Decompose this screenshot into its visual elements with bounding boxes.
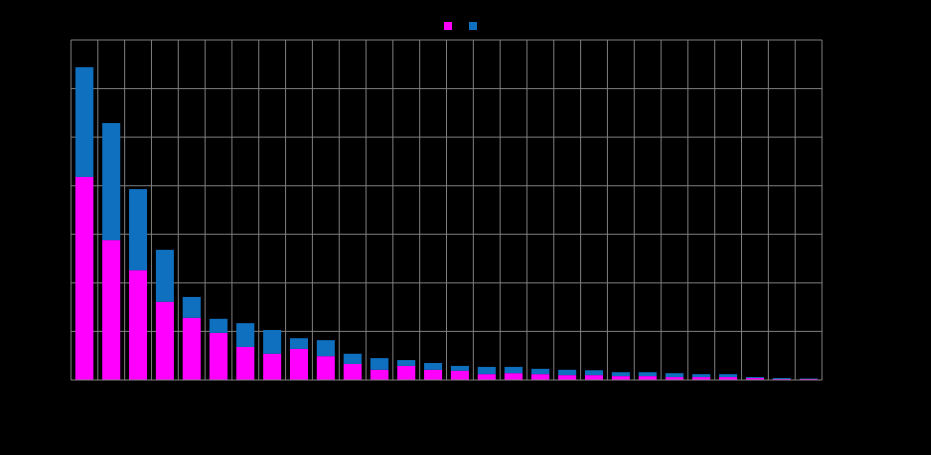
bar-segment — [343, 363, 362, 380]
bar-segment — [745, 377, 764, 379]
bar-segment — [531, 374, 550, 380]
bar-segment — [477, 366, 496, 375]
bar-segment — [665, 377, 684, 380]
bar-segment — [477, 374, 496, 380]
bar-segment — [692, 377, 711, 380]
bar-segment — [585, 370, 604, 376]
bar-segment — [370, 358, 389, 370]
bar-segment — [263, 329, 282, 354]
bar-segment — [75, 176, 94, 380]
bar-segment — [424, 363, 443, 370]
bar-segment — [611, 376, 630, 380]
bar-segment — [638, 376, 657, 380]
bar-segment — [450, 370, 469, 380]
bar-segment — [531, 368, 550, 375]
y-tick-label: 4 — [56, 178, 63, 192]
bar-segment — [719, 374, 738, 378]
bar-segment — [182, 296, 201, 318]
y-tick-label: 3 — [56, 226, 63, 240]
bar-segment — [745, 378, 764, 380]
bar-segment — [504, 366, 523, 374]
bar-segment — [102, 240, 121, 380]
bar-segment — [585, 375, 604, 380]
bar-segment — [102, 123, 121, 241]
bar-segment — [236, 346, 255, 380]
bar-segment — [182, 317, 201, 380]
bar-segment — [263, 353, 282, 380]
bar-segment — [638, 372, 657, 377]
y-tick-label: 0 — [56, 372, 63, 386]
bar-segment — [772, 378, 791, 380]
bar-segment — [611, 372, 630, 377]
y-tick-label: 5 — [56, 129, 63, 143]
bar-segment — [75, 67, 94, 177]
bar-segment — [397, 365, 416, 380]
y-tick-label: 2 — [56, 275, 63, 289]
y-tick-label: 1 — [56, 324, 63, 338]
bar-segment — [692, 374, 711, 378]
bar-segment — [397, 360, 416, 366]
y-tick-label: 7 — [56, 32, 63, 46]
legend-swatch — [444, 22, 452, 30]
bar-segment — [155, 301, 174, 380]
bar-segment — [209, 332, 228, 380]
bar-segment — [504, 373, 523, 380]
bar-segment — [558, 375, 577, 380]
bar-segment — [343, 353, 362, 364]
bar-segment — [450, 365, 469, 371]
bar-segment — [665, 373, 684, 378]
bar-segment — [236, 323, 255, 347]
bar-segment — [424, 369, 443, 380]
bar-segment — [129, 189, 148, 271]
bar-segment — [129, 270, 148, 380]
y-tick-label: 6 — [56, 81, 63, 95]
bar-segment — [289, 338, 308, 349]
bar-segment — [155, 249, 174, 302]
bar-segment — [316, 340, 335, 357]
bar-segment — [370, 369, 389, 380]
bar-segment — [289, 348, 308, 380]
bar-segment — [719, 377, 738, 380]
bar-segment — [209, 318, 228, 333]
bar-segment — [558, 369, 577, 376]
bar-segment — [316, 356, 335, 380]
legend-swatch — [469, 22, 477, 30]
